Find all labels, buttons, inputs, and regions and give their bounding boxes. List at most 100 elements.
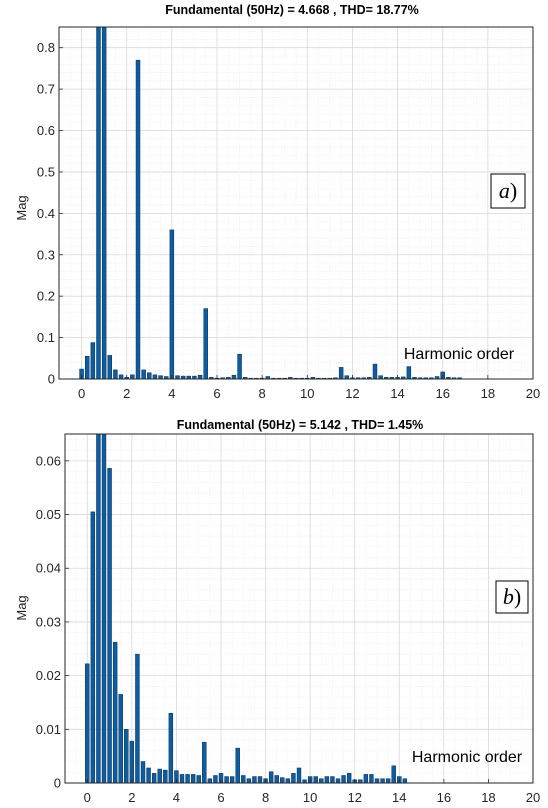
chart-a-x-tick-label: 2	[123, 386, 130, 401]
chart-b-x-tick-label: 14	[392, 790, 406, 805]
chart-b-bar	[207, 778, 213, 784]
chart-a-x-tick-label: 6	[213, 386, 220, 401]
chart-a-panel-label: a)	[490, 173, 526, 209]
chart-b-bar	[190, 774, 196, 784]
chart-a-bar	[237, 353, 242, 380]
chart-a-y-tick-label: 0.6	[37, 123, 55, 138]
chart-b-bar	[274, 775, 279, 784]
chart-a-title: Fundamental (50Hz) = 4.668 , THD= 18.77%	[165, 3, 419, 17]
chart-a-bar	[107, 355, 113, 380]
chart-b-panel-letter: b	[503, 584, 514, 609]
chart-a-y-tick-label: 0.1	[37, 330, 55, 345]
chart-a-y-tick-label: 0.8	[37, 40, 55, 55]
chart-a-panel-label-text: a)	[499, 178, 517, 203]
chart-b-bar	[246, 778, 252, 784]
chart-b-bar	[196, 775, 201, 784]
chart-b-bar	[335, 778, 341, 784]
chart-b-bar	[124, 729, 129, 784]
chart-b-y-tick-label: 0	[54, 776, 61, 791]
chart-a-bar	[135, 59, 141, 380]
chart-a-y-tick-label: 0.3	[37, 247, 55, 262]
chart-a-bar	[197, 375, 203, 380]
chart-b-bar	[129, 740, 135, 784]
chart-b-bar	[241, 775, 246, 784]
chart-a-panel-letter: a	[499, 178, 510, 203]
chart-a-bar	[372, 363, 378, 380]
chart-b-bar	[163, 769, 168, 784]
chart-b-bar	[168, 712, 174, 784]
chart-b-bar	[85, 663, 90, 784]
chart-b-y-tick-label: 0.06	[36, 453, 61, 468]
chart-b-bar	[296, 767, 302, 784]
chart-b-x-tick-label: 16	[437, 790, 451, 805]
chart-b-bar	[213, 775, 218, 784]
chart-b-x-tick-label: 2	[128, 790, 135, 805]
chart-b-x-tick-label: 0	[84, 790, 91, 805]
chart-b-y-tick-label: 0.02	[36, 668, 61, 683]
chart-a-bar	[96, 26, 101, 380]
chart-b-bar	[257, 776, 263, 784]
chart-b-y-tick-label: 0.05	[36, 507, 61, 522]
chart-b-annotation: Harmonic order	[412, 749, 523, 766]
chart-a-y-tick-label: 0.2	[37, 289, 55, 304]
chart-b-panel-paren: )	[514, 584, 521, 609]
chart-a-panel-paren: )	[510, 178, 517, 203]
chart-a-x-tick-label: 18	[481, 386, 495, 401]
chart-b-y-tick-labels: 0 0.01 0.02 0.03 0.04 0.05 0.06	[36, 453, 69, 791]
chart-b-x-tick-label: 8	[262, 790, 269, 805]
chart-a-annotation: Harmonic order	[404, 346, 515, 363]
chart-b-bar	[235, 747, 240, 784]
chart-b-bar	[291, 773, 296, 784]
chart-a-x-tick-label: 0	[78, 386, 85, 401]
chart-b-bar	[268, 771, 274, 784]
chart-a-bar	[169, 229, 175, 380]
chart-b-bar	[285, 778, 291, 784]
chart-a-x-tick-label: 20	[526, 386, 540, 401]
chart-a-x-tick-label: 4	[168, 386, 175, 401]
chart-b-bar	[112, 642, 118, 784]
chart-b-bar	[202, 741, 207, 784]
chart-b-bar	[118, 694, 123, 784]
chart-b-bar	[229, 776, 235, 784]
chart-b-bar	[363, 774, 369, 784]
chart-b-bar	[330, 776, 335, 784]
chart-b-bar	[313, 776, 318, 784]
chart-b-y-tick-label: 0.01	[36, 722, 61, 737]
chart-b-bar	[391, 765, 396, 784]
chart-a-y-tick-label: 0.4	[37, 206, 55, 221]
chart-panel-b: Fundamental (50Hz) = 5.142 , THD= 1.45% …	[14, 418, 540, 805]
chart-b-x-tick-label: 18	[481, 790, 495, 805]
chart-b-bars	[85, 433, 408, 784]
chart-b-title: Fundamental (50Hz) = 5.142 , THD= 1.45%	[177, 418, 424, 432]
chart-a-bar	[147, 372, 152, 380]
chart-panel-a: Fundamental (50Hz) = 4.668 , THD= 18.77%…	[14, 3, 540, 401]
chart-b-bar	[252, 776, 257, 784]
chart-a-bar	[406, 366, 412, 380]
chart-b-bar	[224, 776, 229, 784]
chart-a-bar	[84, 355, 90, 380]
chart-a-grid	[58, 27, 534, 380]
chart-a-bar	[118, 374, 124, 380]
chart-b-panel-label: b)	[495, 580, 529, 614]
chart-b-y-tick-label: 0.03	[36, 614, 61, 629]
chart-b-x-tick-label: 6	[217, 790, 224, 805]
chart-b-x-tick-label: 10	[303, 790, 317, 805]
chart-a-bar	[338, 367, 344, 380]
chart-b-bar	[90, 511, 96, 784]
chart-b-bar	[96, 433, 101, 784]
chart-b-bar	[369, 774, 374, 784]
chart-b-x-tick-label: 12	[347, 790, 361, 805]
chart-a-y-axis-label: Mag	[14, 195, 29, 220]
chart-b-bar	[151, 773, 157, 784]
chart-a-x-tick-label: 12	[345, 386, 359, 401]
chart-b-bar	[374, 778, 380, 784]
chart-b-bar	[380, 778, 385, 784]
chart-b-axes-box	[64, 433, 534, 784]
chart-b-x-tick-labels: 0 2 4 6 8 10 12 14 16 18 20	[84, 779, 540, 805]
chart-a-bar	[113, 369, 118, 380]
chart-b-bar	[179, 774, 185, 784]
chart-b-bar	[319, 778, 324, 784]
chart-b-bar	[385, 778, 391, 784]
chart-b-bar	[185, 774, 190, 784]
